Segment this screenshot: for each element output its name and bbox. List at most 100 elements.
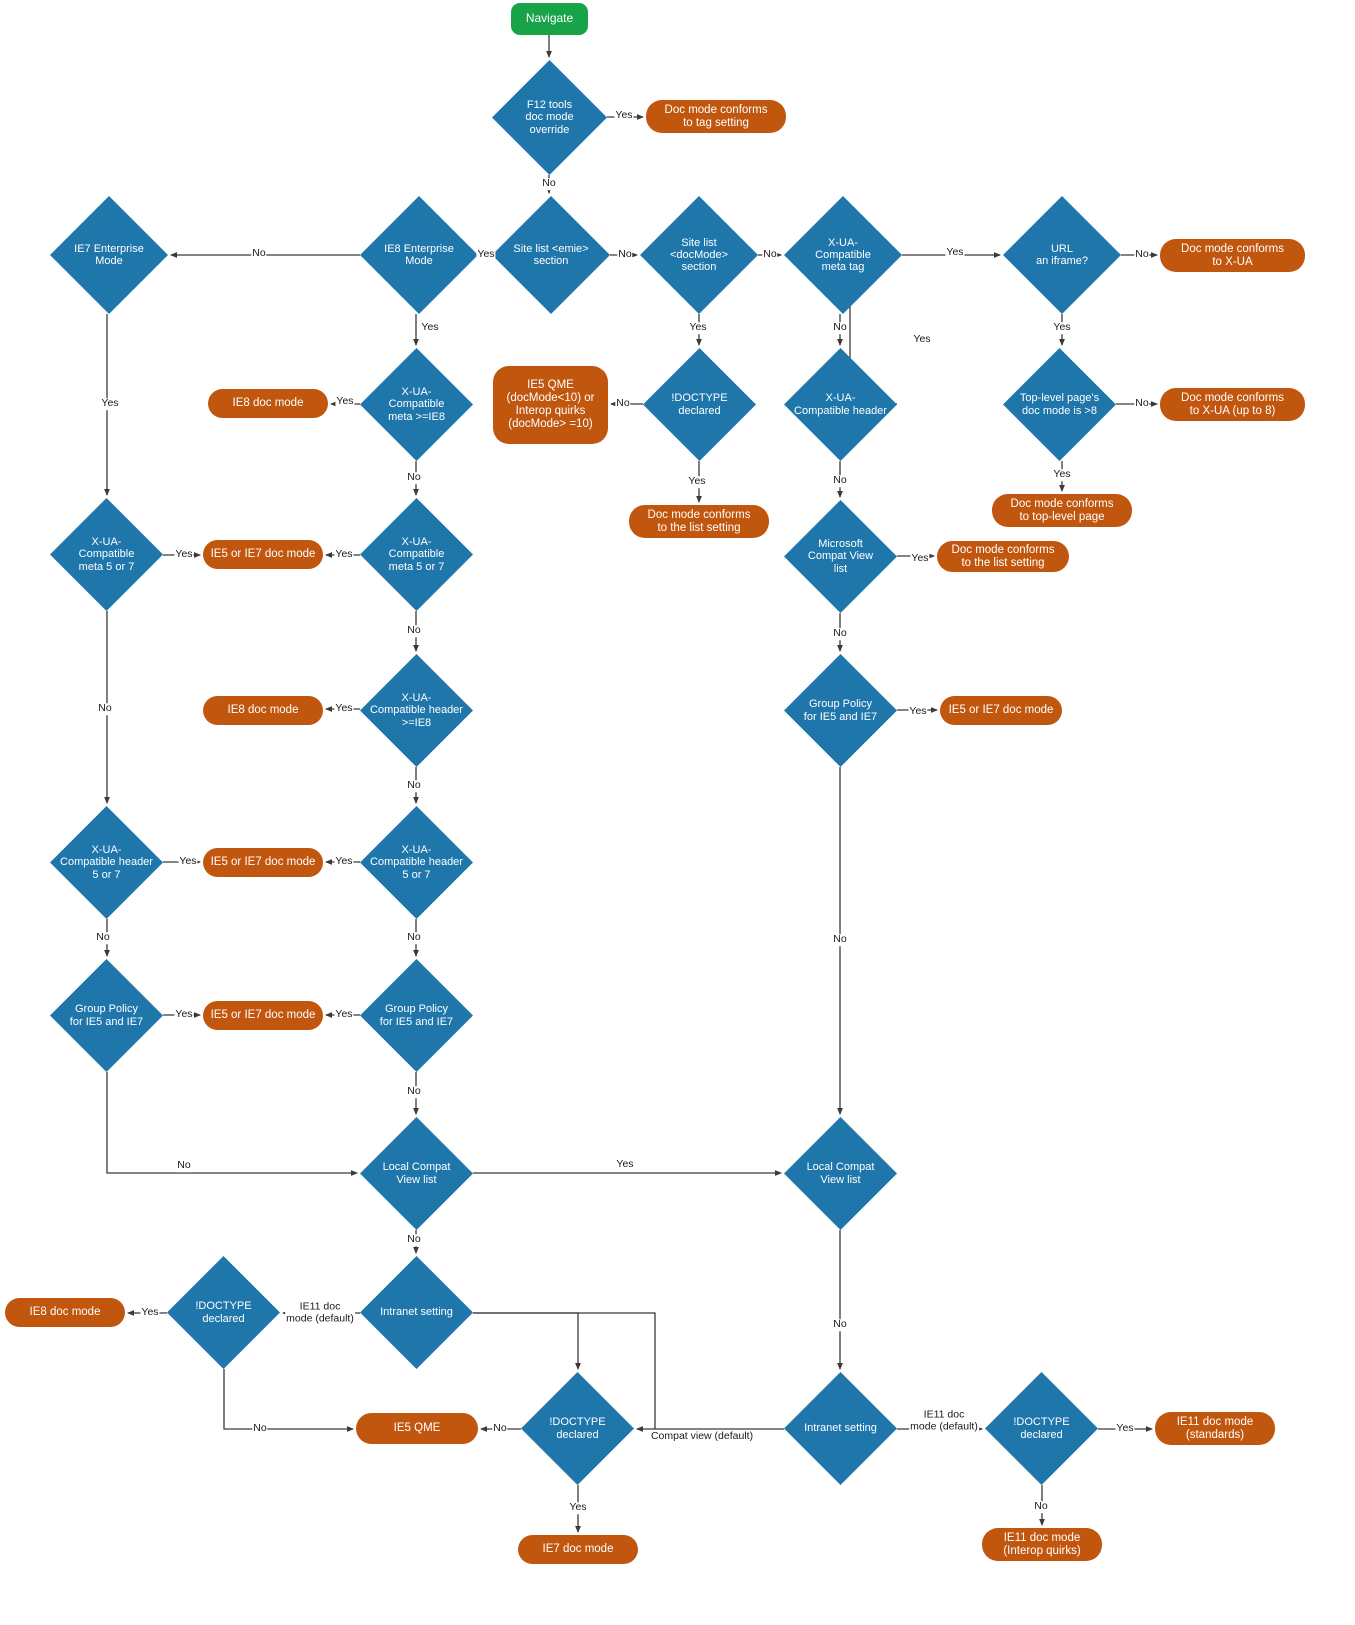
- edge-label-l24: Yes: [910, 552, 930, 565]
- node-xua-header-ge8: X-UA- Compatible header >=IE8: [360, 654, 473, 767]
- node-label: F12 tools doc mode override: [525, 99, 574, 136]
- edge-label-l47: Compat view (default): [649, 1430, 755, 1443]
- node-label: Intranet setting: [804, 1422, 877, 1435]
- node-label: Group Policy for IE5 and IE7: [379, 1003, 454, 1028]
- node-label: Local Compat View list: [382, 1161, 451, 1186]
- edge-label-l29: Yes: [908, 705, 928, 718]
- edge-label-l33: No: [95, 931, 111, 944]
- node-label: Doc mode conforms to top-level page: [1010, 497, 1114, 523]
- edge-label-l37: No: [406, 1085, 422, 1098]
- edge-label-l48: IE11 doc mode (default): [909, 1408, 979, 1433]
- node-label: !DOCTYPE declared: [671, 392, 728, 417]
- node-xua-meta-ge8: X-UA- Compatible meta >=IE8: [360, 348, 473, 461]
- edge-label-l23: Yes: [334, 548, 354, 561]
- node-xua-header57-left: X-UA- Compatible header 5 or 7: [50, 806, 163, 919]
- edge-label-l49: Yes: [1115, 1422, 1135, 1435]
- edge-label-l16: No: [615, 397, 631, 410]
- edge-label-l6: No: [762, 248, 778, 261]
- node-label: X-UA- Compatible header >=IE8: [370, 692, 463, 729]
- node-conforms-tag: Doc mode conforms to tag setting: [646, 100, 786, 133]
- node-ie11-interop: IE11 doc mode (Interop quirks): [982, 1528, 1102, 1561]
- edge-label-l50: Yes: [568, 1501, 588, 1514]
- node-label: !DOCTYPE declared: [549, 1416, 606, 1441]
- edge-label-l15: Yes: [335, 395, 355, 408]
- edge-label-l17: No: [1134, 397, 1150, 410]
- edge-label-l30: Yes: [178, 855, 198, 868]
- node-label: IE8 doc mode: [232, 397, 304, 410]
- node-conforms-toplevel: Doc mode conforms to top-level page: [992, 494, 1132, 527]
- node-label: Doc mode conforms to X-UA (up to 8): [1181, 391, 1284, 417]
- edge-label-l9: Yes: [420, 321, 440, 334]
- node-ie8-doc-mode-1: IE8 doc mode: [208, 389, 328, 418]
- node-label: Top-level page's doc mode is >8: [1019, 392, 1100, 417]
- node-f12: F12 tools doc mode override: [492, 60, 607, 175]
- edge-label-l51: No: [1033, 1500, 1049, 1513]
- edge-label-l25: No: [97, 702, 113, 715]
- node-label: IE5 or IE7 doc mode: [948, 704, 1054, 717]
- node-label: IE5 QME: [393, 1422, 441, 1435]
- node-ie5-ie7-1: IE5 or IE7 doc mode: [203, 540, 323, 569]
- node-ie5-ie7-2: IE5 or IE7 doc mode: [203, 848, 323, 877]
- edge-label-l36: Yes: [334, 1008, 354, 1021]
- node-doctype-4: !DOCTYPE declared: [985, 1372, 1098, 1485]
- node-label: IE11 doc mode (standards): [1176, 1415, 1254, 1441]
- node-label: IE8 doc mode: [29, 1306, 101, 1319]
- node-intranet-2: Intranet setting: [784, 1372, 897, 1485]
- edge-label-l34: No: [406, 931, 422, 944]
- edge-label-l35: Yes: [174, 1008, 194, 1021]
- node-gp-mid: Group Policy for IE5 and IE7: [360, 959, 473, 1072]
- node-navigate: Navigate: [511, 3, 588, 35]
- edge-label-l4: Yes: [476, 248, 496, 261]
- edge-label-l10: Yes: [688, 321, 708, 334]
- node-xua-header-1: X-UA- Compatible header: [784, 348, 897, 461]
- node-label: Site list <docMode> section: [669, 236, 729, 274]
- node-local-compat-left: Local Compat View list: [360, 1117, 473, 1230]
- node-ie5-ie7-right: IE5 or IE7 doc mode: [940, 696, 1062, 725]
- edge-label-l41: No: [406, 1233, 422, 1246]
- node-label: IE5 QME (docMode<10) or Interop quirks (…: [506, 379, 595, 430]
- node-label: Group Policy for IE5 and IE7: [69, 1003, 144, 1028]
- node-label: URL an iframe?: [1036, 242, 1088, 267]
- node-label: X-UA- Compatible header 5 or 7: [370, 844, 463, 881]
- node-label: !DOCTYPE declared: [1013, 1416, 1070, 1441]
- node-local-compat-right: Local Compat View list: [784, 1117, 897, 1230]
- edge-label-l8: No: [1134, 248, 1150, 261]
- edge-label-l1: Yes: [614, 109, 634, 122]
- edge-label-l3: No: [251, 247, 267, 260]
- node-ie8-doc-mode-2: IE8 doc mode: [203, 696, 323, 725]
- node-label: Doc mode conforms to X-UA: [1181, 242, 1284, 268]
- edge-label-l28: No: [832, 627, 848, 640]
- node-label: IE7 doc mode: [542, 1543, 614, 1556]
- node-toplevel-gt8: Top-level page's doc mode is >8: [1003, 348, 1116, 461]
- node-doctype-2: !DOCTYPE declared: [167, 1256, 280, 1369]
- edge-label-l31: Yes: [334, 855, 354, 868]
- node-doctype-3: !DOCTYPE declared: [521, 1372, 634, 1485]
- node-ms-compat-view: Microsoft Compat View list: [784, 500, 897, 613]
- node-conforms-xua: Doc mode conforms to X-UA: [1160, 239, 1305, 272]
- node-ie5-qme: IE5 QME (docMode<10) or Interop quirks (…: [493, 366, 608, 444]
- edge-label-l38: No: [832, 933, 848, 946]
- node-ie5-ie7-3: IE5 or IE7 doc mode: [203, 1001, 323, 1030]
- edge-label-l14: Yes: [100, 397, 120, 410]
- node-xua-meta-tag: X-UA- Compatible meta tag: [784, 196, 902, 314]
- node-sitelist-docmode: Site list <docMode> section: [640, 196, 758, 314]
- node-label: X-UA- Compatible header 5 or 7: [60, 844, 153, 881]
- node-sitelist-emie: Site list <emie> section: [492, 196, 610, 314]
- node-label: Microsoft Compat View list: [807, 538, 874, 575]
- edge-label-l20: No: [832, 474, 848, 487]
- node-label: IE5 or IE7 doc mode: [210, 856, 316, 869]
- node-gp-left: Group Policy for IE5 and IE7: [50, 959, 163, 1072]
- node-label: !DOCTYPE declared: [195, 1300, 252, 1325]
- edge-label-l27: No: [406, 624, 422, 637]
- node-gp-ie5-ie7-right: Group Policy for IE5 and IE7: [784, 654, 897, 767]
- edge-label-l7: Yes: [945, 246, 965, 259]
- node-xua-meta57-left: X-UA- Compatible meta 5 or 7: [50, 498, 163, 611]
- edge-label-l32: No: [406, 779, 422, 792]
- edge-label-l40: Yes: [615, 1158, 635, 1171]
- edge-label-l5: No: [617, 248, 633, 261]
- edge-label-l39: No: [176, 1159, 192, 1172]
- edge-label-l13: Yes: [1052, 321, 1072, 334]
- node-conforms-list-2: Doc mode conforms to the list setting: [937, 541, 1069, 572]
- node-label: IE7 Enterprise Mode: [74, 242, 144, 267]
- node-label: IE5 or IE7 doc mode: [210, 548, 316, 561]
